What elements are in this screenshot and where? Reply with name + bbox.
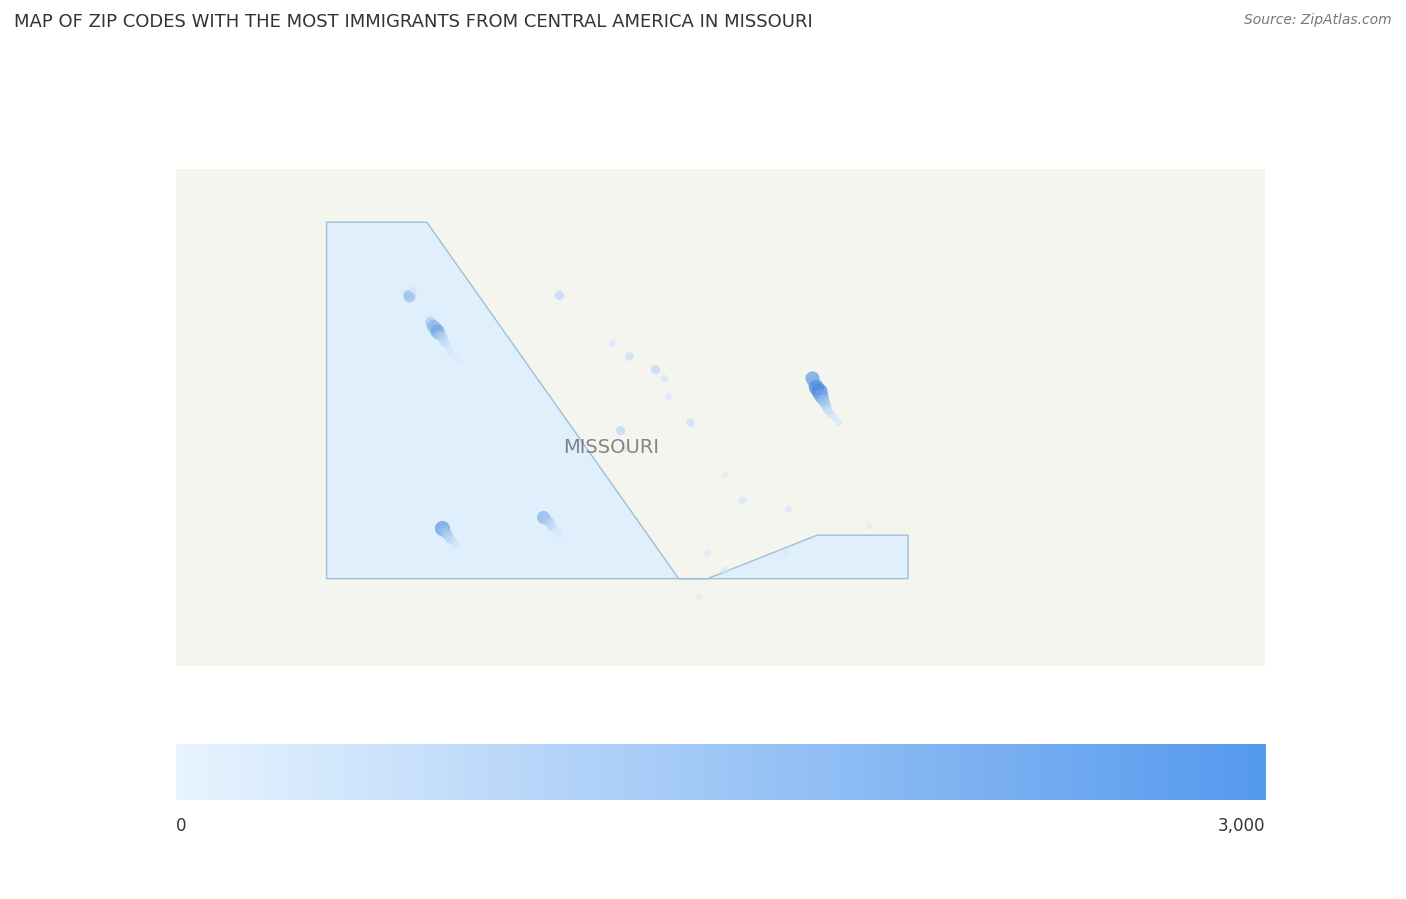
Text: 0: 0 [176, 817, 186, 835]
Point [714, 563, 737, 577]
Point [806, 379, 828, 394]
Point [443, 349, 465, 363]
Point [439, 345, 461, 360]
Point [803, 376, 825, 390]
Point [436, 529, 458, 543]
Point [402, 282, 425, 297]
Text: MAP OF ZIP CODES WITH THE MOST IMMIGRANTS FROM CENTRAL AMERICA IN MISSOURI: MAP OF ZIP CODES WITH THE MOST IMMIGRANT… [14, 13, 813, 31]
Point [696, 546, 718, 560]
Point [815, 402, 838, 416]
Point [548, 528, 571, 542]
Point [808, 384, 831, 398]
Point [531, 510, 554, 524]
Point [617, 349, 640, 363]
Point [858, 520, 880, 534]
Point [541, 520, 564, 534]
Point [432, 334, 454, 348]
Polygon shape [326, 222, 908, 579]
Text: 3,000: 3,000 [1218, 817, 1265, 835]
Point [395, 287, 418, 301]
Point [430, 330, 453, 344]
Point [398, 289, 420, 304]
Point [714, 467, 737, 481]
Point [534, 512, 557, 527]
Point [422, 318, 444, 333]
Point [652, 371, 675, 386]
Point [419, 315, 441, 329]
Point [441, 534, 464, 548]
Point [447, 353, 470, 368]
Point [827, 414, 849, 429]
Point [613, 441, 636, 455]
Point [446, 539, 468, 554]
Point [818, 405, 841, 420]
Point [548, 289, 571, 303]
Point [439, 531, 461, 546]
Point [814, 397, 837, 412]
Point [434, 526, 457, 540]
Point [731, 493, 754, 507]
Point [434, 336, 457, 351]
Text: Source: ZipAtlas.com: Source: ZipAtlas.com [1244, 13, 1392, 28]
Point [547, 525, 569, 539]
Point [609, 423, 631, 438]
Point [436, 341, 458, 355]
Point [600, 336, 623, 351]
Point [427, 327, 450, 342]
Point [801, 371, 824, 386]
Point [430, 521, 453, 535]
Point [544, 522, 567, 537]
Point [644, 362, 666, 377]
Point [443, 537, 465, 551]
Point [657, 388, 679, 403]
Point [418, 308, 440, 323]
Point [425, 321, 447, 335]
Point [679, 414, 702, 429]
Point [540, 518, 562, 532]
Point [688, 589, 710, 603]
Point [537, 515, 560, 530]
Point [426, 324, 449, 338]
Point [776, 502, 799, 516]
Point [811, 393, 834, 407]
Point [433, 523, 456, 538]
Text: MISSOURI: MISSOURI [564, 439, 659, 458]
Point [810, 388, 832, 403]
Point [823, 410, 845, 424]
Point [775, 546, 797, 560]
